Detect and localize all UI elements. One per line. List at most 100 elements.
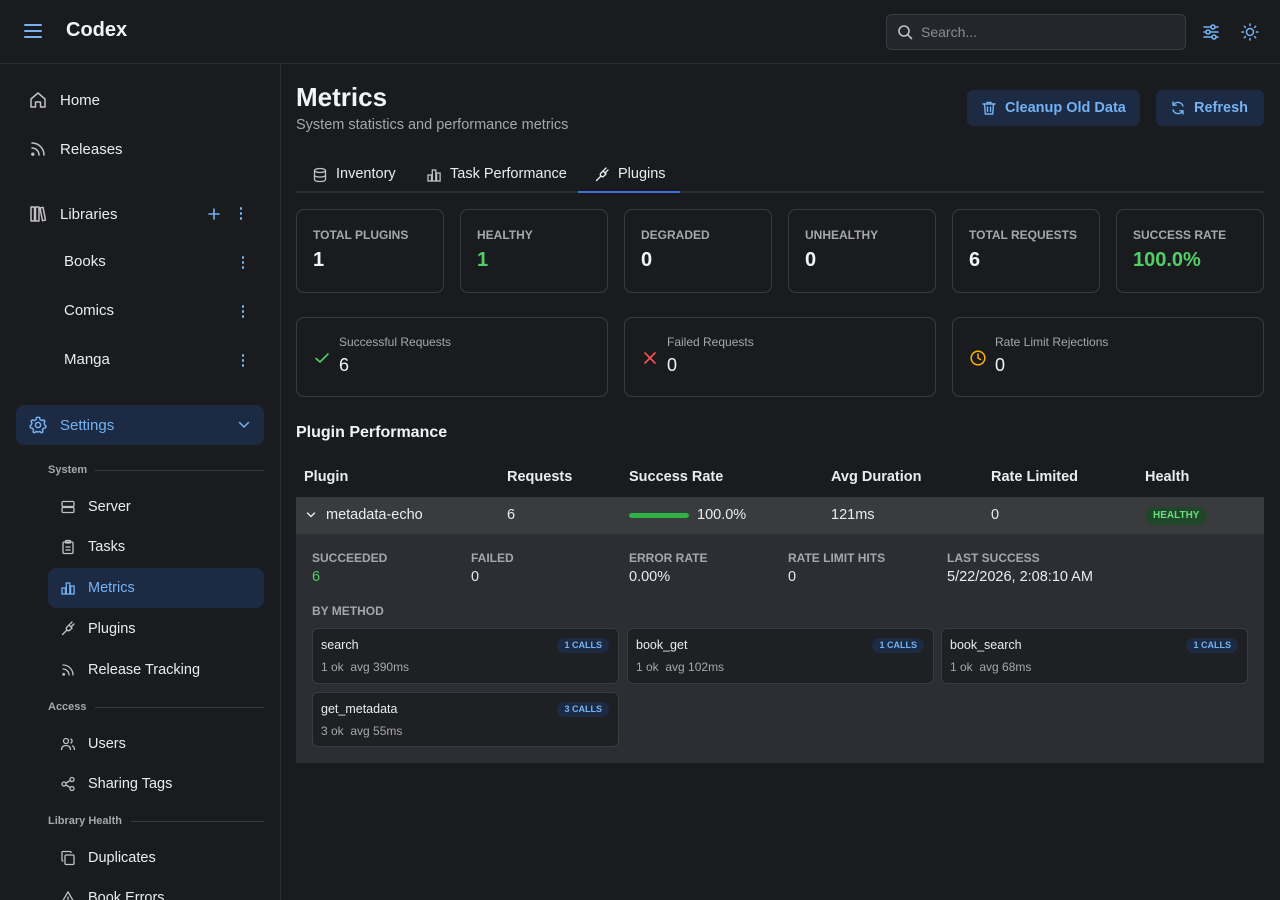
sidebar-item-label: Manga [64, 351, 110, 368]
sidebar-item-book-errors[interactable]: Book Errors [48, 878, 264, 900]
sidebar-item-library[interactable]: Manga [48, 340, 264, 380]
plugin-success-rate: 100.0% [697, 507, 747, 523]
column-header-health: Health [1145, 469, 1190, 485]
chevron-down-icon[interactable] [306, 511, 316, 519]
stat-label: UNHEALTHY [805, 228, 879, 242]
sidebar-item-label: Settings [60, 416, 115, 434]
detail-label: FAILED [471, 551, 514, 565]
search-input[interactable] [921, 15, 1179, 49]
method-card: search 1 CALLS 1 ok avg 390ms [312, 628, 619, 684]
method-avg: avg 390ms [350, 660, 410, 674]
stat-value: 0 [805, 249, 817, 271]
refresh-icon [1172, 101, 1184, 115]
tab-plugins[interactable]: Plugins [578, 158, 680, 193]
success-rate-bar [629, 513, 689, 518]
sidebar-item-release-tracking[interactable]: Release Tracking [48, 650, 264, 690]
share-icon [61, 776, 75, 792]
calls-badge: 1 CALLS [557, 638, 609, 653]
method-avg: avg 68ms [979, 660, 1032, 674]
search-box[interactable] [886, 14, 1186, 50]
sidebar-item-duplicates[interactable]: Duplicates [48, 838, 264, 878]
rss-icon [62, 664, 74, 676]
stat-label: SUCCESS RATE [1133, 228, 1227, 242]
success-rate-bar-fill [629, 513, 689, 518]
method-card: book_get 1 CALLS 1 ok avg 102ms [627, 628, 934, 684]
stat-label: TOTAL PLUGINS [313, 228, 409, 242]
sidebar-item-releases[interactable]: Releases [16, 129, 264, 169]
method-card: book_search 1 CALLS 1 ok avg 68ms [941, 628, 1248, 684]
sidebar-item-sharing-tags[interactable]: Sharing Tags [48, 764, 264, 804]
button-label: Cleanup Old Data [1005, 100, 1126, 116]
section-title: Plugin Performance [296, 424, 448, 441]
chevron-down-icon [238, 421, 250, 429]
section-label-library-health: Library Health [48, 815, 122, 827]
sliders-icon[interactable] [1201, 22, 1221, 42]
plugin-name: metadata-echo [326, 507, 423, 523]
method-name: book_get [636, 638, 688, 652]
tab-task-performance[interactable]: Task Performance [410, 158, 578, 193]
stat-card-total-plugins: TOTAL PLUGINS 1 [296, 209, 444, 293]
detail-value: 0 [471, 569, 480, 585]
stat-value: 100.0% [1133, 249, 1201, 271]
sidebar-item-home[interactable]: Home [16, 80, 264, 120]
table-row[interactable] [296, 497, 1264, 534]
method-ok: 3 ok [321, 724, 344, 738]
gear-icon [29, 416, 47, 434]
column-header-avg-duration: Avg Duration [831, 469, 922, 485]
stat-card-degraded: DEGRADED 0 [624, 209, 772, 293]
x-icon [644, 352, 656, 364]
detail-label: ERROR RATE [629, 551, 708, 565]
stat-card-unhealthy: UNHEALTHY 0 [788, 209, 936, 293]
sun-icon[interactable] [1240, 22, 1260, 42]
sidebar-item-tasks[interactable]: Tasks [48, 527, 264, 567]
sidebar-item-library[interactable]: Comics [48, 291, 264, 331]
section-label-access: Access [48, 701, 87, 713]
library-menu-icon[interactable] [241, 354, 245, 368]
stat-label: Rate Limit Rejections [995, 335, 1109, 349]
cleanup-old-data-button[interactable]: Cleanup Old Data [967, 90, 1140, 126]
column-header-requests: Requests [507, 469, 573, 485]
stat-label: Successful Requests [339, 335, 452, 349]
sidebar-item-library[interactable]: Books [48, 242, 264, 282]
method-card: get_metadata 3 CALLS 3 ok avg 55ms [312, 692, 619, 747]
server-icon [61, 500, 75, 514]
calls-badge: 1 CALLS [872, 638, 924, 653]
method-avg: avg 102ms [665, 660, 725, 674]
library-menu-icon[interactable] [241, 256, 245, 270]
method-ok: 1 ok [321, 660, 344, 674]
libraries-menu-icon[interactable] [239, 207, 243, 221]
sidebar-item-plugins[interactable]: Plugins [48, 609, 264, 649]
method-avg: avg 55ms [350, 724, 403, 738]
method-stats: 1 ok avg 102ms [636, 660, 724, 674]
sidebar-item-label: Duplicates [88, 850, 156, 866]
sidebar-item-metrics[interactable]: Metrics [48, 568, 264, 608]
detail-value: 0.00% [629, 569, 671, 585]
stat-value: 6 [339, 355, 350, 375]
page-subtitle: System statistics and performance metric… [296, 117, 569, 133]
sidebar-item-label: Server [88, 499, 131, 515]
plug-icon [61, 621, 75, 636]
search-icon [898, 25, 913, 40]
bar-chart-icon [427, 169, 441, 182]
sidebar-item-libraries[interactable]: Libraries [16, 194, 264, 234]
stat-label: DEGRADED [641, 228, 710, 242]
method-name: get_metadata [321, 702, 398, 716]
trash-icon [982, 101, 996, 115]
add-library-icon[interactable] [208, 208, 220, 220]
sidebar-item-label: Sharing Tags [88, 776, 173, 792]
check-icon [315, 353, 329, 363]
sidebar-item-label: Users [88, 736, 126, 752]
library-menu-icon[interactable] [241, 305, 245, 319]
database-icon [313, 167, 327, 183]
stat-label: Failed Requests [667, 335, 754, 349]
refresh-button[interactable]: Refresh [1156, 90, 1264, 126]
divider [131, 821, 264, 822]
column-header-success-rate: Success Rate [629, 469, 724, 485]
sidebar-item-server[interactable]: Server [48, 487, 264, 527]
calls-badge: 3 CALLS [557, 702, 609, 717]
method-stats: 1 ok avg 390ms [321, 660, 409, 674]
sidebar-item-settings[interactable]: Settings [16, 405, 264, 445]
menu-icon[interactable] [24, 24, 42, 40]
tab-inventory[interactable]: Inventory [296, 158, 410, 193]
sidebar-item-users[interactable]: Users [48, 724, 264, 764]
